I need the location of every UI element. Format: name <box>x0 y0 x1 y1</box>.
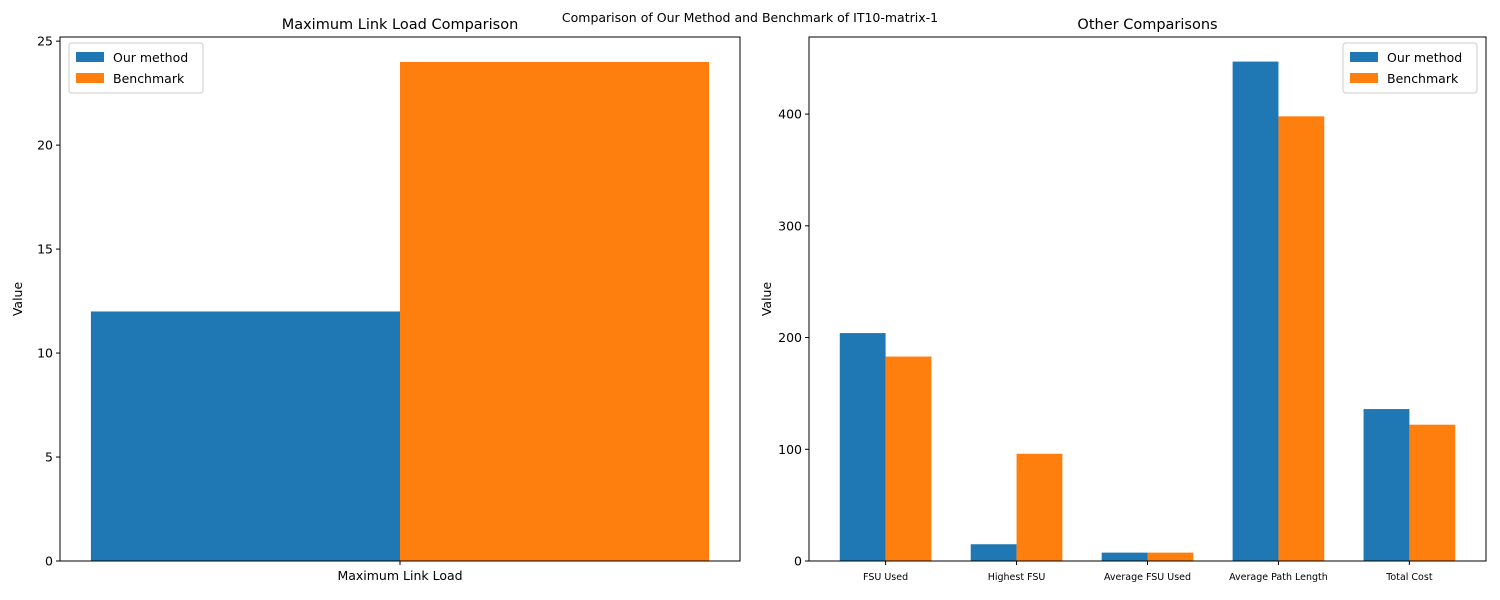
bar <box>1278 116 1325 561</box>
y-tick-label: 200 <box>778 330 802 345</box>
chart-title: Maximum Link Load Comparison <box>282 17 519 33</box>
x-tick-label: Total Cost <box>1385 572 1433 583</box>
bar <box>885 356 932 561</box>
y-tick-label: 5 <box>45 450 53 465</box>
y-axis-label: Value <box>759 282 774 317</box>
bar <box>1232 61 1279 561</box>
bar <box>1147 552 1194 561</box>
bar <box>970 544 1017 561</box>
y-tick-label: 100 <box>778 442 802 457</box>
other-comparisons-chart: Other Comparisons 0 100 200 300 400 FSU Used Hi… <box>759 17 1487 583</box>
legend-swatch <box>76 73 104 83</box>
x-tick-label: Maximum Link Load <box>337 568 462 583</box>
y-tick-label: 300 <box>778 218 802 233</box>
x-tick-label: Highest FSU <box>988 572 1046 583</box>
legend-label: Benchmark <box>113 71 185 86</box>
legend-swatch <box>76 52 104 62</box>
bar <box>1409 424 1456 561</box>
y-tick-label: 10 <box>37 346 53 361</box>
bar <box>1101 552 1148 561</box>
x-tick-label: Average Path Length <box>1229 572 1328 583</box>
legend-label: Benchmark <box>1387 71 1459 86</box>
figure-suptitle: Comparison of Our Method and Benchmark o… <box>562 10 938 25</box>
legend-swatch <box>1350 73 1378 83</box>
y-axis-label: Value <box>10 282 25 317</box>
y-tick-label: 0 <box>45 554 53 569</box>
y-tick-label: 25 <box>37 34 53 49</box>
bar <box>1363 409 1410 561</box>
bar <box>400 61 710 561</box>
x-tick-label: FSU Used <box>863 572 908 583</box>
y-tick-label: 0 <box>794 554 802 569</box>
legend-swatch <box>1350 52 1378 62</box>
legend: Our method Benchmark <box>1342 42 1478 94</box>
bar <box>90 311 400 561</box>
y-tick-label: 20 <box>37 138 53 153</box>
legend-label: Our method <box>113 50 188 65</box>
max-link-load-chart: Maximum Link Load Comparison 0 5 10 15 20 25 Ma… <box>10 17 741 583</box>
chart-title: Other Comparisons <box>1077 17 1217 33</box>
y-tick-label: 15 <box>37 242 53 257</box>
x-tick-label: Average FSU Used <box>1104 572 1191 583</box>
y-tick-label: 400 <box>778 107 802 122</box>
bar <box>1016 453 1063 561</box>
legend-label: Our method <box>1387 50 1462 65</box>
legend: Our method Benchmark <box>68 42 204 94</box>
bar <box>839 333 886 561</box>
